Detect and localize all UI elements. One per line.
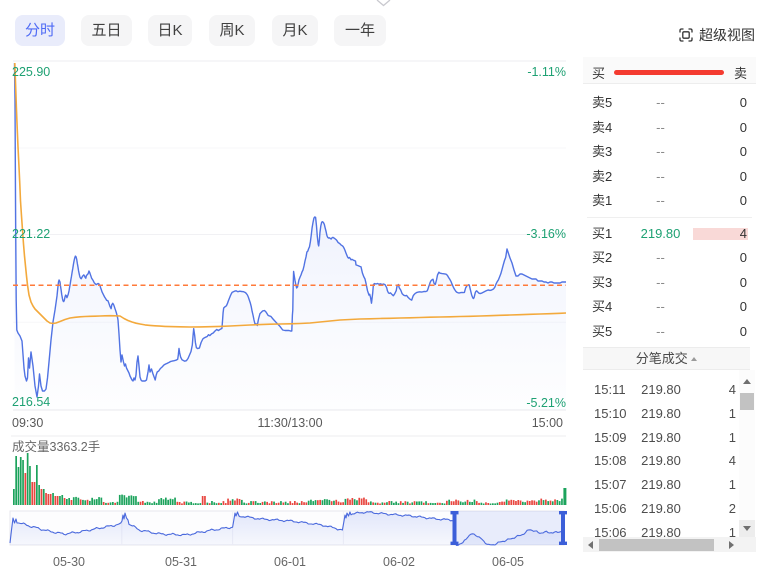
svg-text:05-30: 05-30 bbox=[53, 555, 85, 569]
svg-text:06-02: 06-02 bbox=[383, 555, 415, 569]
svg-text:成交量3363.2手: 成交量3363.2手 bbox=[12, 439, 100, 454]
svg-text:06-05: 06-05 bbox=[492, 555, 524, 569]
svg-text:06-01: 06-01 bbox=[274, 555, 306, 569]
svg-text:216.54: 216.54 bbox=[12, 395, 50, 409]
svg-text:11:30/13:00: 11:30/13:00 bbox=[257, 416, 322, 430]
svg-text:09:30: 09:30 bbox=[12, 416, 43, 430]
svg-text:221.22: 221.22 bbox=[12, 227, 50, 241]
svg-text:15:00: 15:00 bbox=[532, 416, 563, 430]
svg-text:-1.11%: -1.11% bbox=[527, 65, 566, 79]
svg-text:-3.16%: -3.16% bbox=[526, 227, 566, 241]
svg-text:225.90: 225.90 bbox=[12, 65, 50, 79]
svg-text:-5.21%: -5.21% bbox=[526, 396, 566, 410]
svg-text:05-31: 05-31 bbox=[165, 555, 197, 569]
